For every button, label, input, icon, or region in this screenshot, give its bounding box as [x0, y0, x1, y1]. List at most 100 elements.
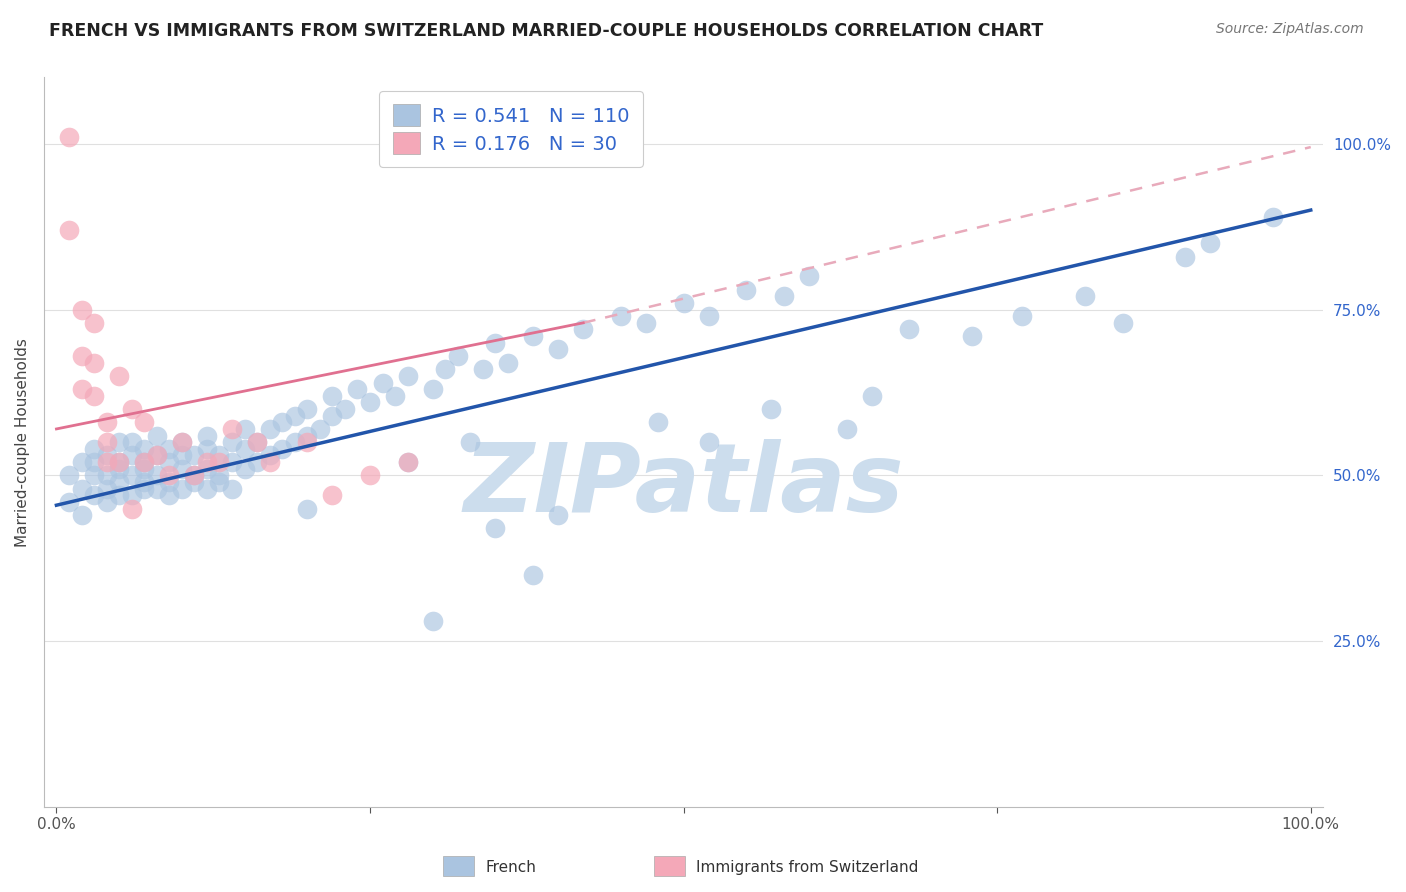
Point	[233, 422, 256, 436]
Point	[195, 482, 218, 496]
Point	[860, 389, 883, 403]
Point	[70, 508, 93, 523]
Point	[271, 442, 294, 456]
Point	[960, 329, 983, 343]
Point	[70, 302, 93, 317]
Point	[195, 461, 218, 475]
Point	[246, 435, 269, 450]
Point	[83, 316, 105, 330]
Point	[221, 482, 243, 496]
Text: Source: ZipAtlas.com: Source: ZipAtlas.com	[1216, 22, 1364, 37]
Point	[208, 455, 231, 469]
Point	[547, 343, 569, 357]
Point	[70, 382, 93, 396]
Point	[83, 488, 105, 502]
Point	[146, 449, 169, 463]
Point	[697, 435, 720, 450]
Point	[233, 442, 256, 456]
Point	[108, 368, 131, 383]
Point	[1199, 236, 1222, 251]
Point	[447, 349, 470, 363]
Point	[761, 402, 783, 417]
Point	[208, 468, 231, 483]
Point	[58, 223, 80, 237]
Point	[797, 269, 820, 284]
Point	[773, 289, 796, 303]
Point	[371, 376, 394, 390]
Point	[346, 382, 368, 396]
Point	[108, 435, 131, 450]
Point	[572, 322, 595, 336]
Point	[333, 402, 356, 417]
Point	[183, 449, 205, 463]
Point	[134, 475, 156, 489]
Point	[208, 449, 231, 463]
Point	[170, 435, 193, 450]
Point	[157, 442, 180, 456]
Point	[321, 488, 343, 502]
Point	[121, 449, 143, 463]
Point	[1261, 210, 1284, 224]
Text: French: French	[485, 861, 536, 875]
Point	[108, 455, 131, 469]
Point	[484, 335, 506, 350]
Point	[96, 495, 118, 509]
Point	[157, 475, 180, 489]
Point	[58, 468, 80, 483]
Point	[297, 428, 319, 442]
Point	[83, 442, 105, 456]
Legend: R = 0.541   N = 110, R = 0.176   N = 30: R = 0.541 N = 110, R = 0.176 N = 30	[380, 91, 643, 167]
Point	[835, 422, 858, 436]
Point	[1174, 250, 1197, 264]
Point	[259, 449, 281, 463]
Point	[96, 435, 118, 450]
Point	[522, 567, 544, 582]
Point	[195, 455, 218, 469]
Point	[121, 468, 143, 483]
Point	[96, 415, 118, 429]
Point	[359, 395, 381, 409]
Point	[284, 435, 307, 450]
Point	[496, 356, 519, 370]
Point	[183, 468, 205, 483]
Point	[70, 482, 93, 496]
Point	[484, 521, 506, 535]
Y-axis label: Married-couple Households: Married-couple Households	[15, 338, 30, 547]
Point	[898, 322, 921, 336]
Point	[96, 449, 118, 463]
Point	[108, 488, 131, 502]
Point	[246, 455, 269, 469]
Point	[610, 309, 633, 323]
Point	[183, 475, 205, 489]
Point	[146, 482, 169, 496]
Text: ZIPatlas: ZIPatlas	[463, 440, 904, 533]
Point	[284, 409, 307, 423]
Point	[121, 501, 143, 516]
Point	[547, 508, 569, 523]
Point	[308, 422, 330, 436]
Point	[221, 422, 243, 436]
Point	[108, 455, 131, 469]
Point	[70, 455, 93, 469]
Point	[297, 402, 319, 417]
Point	[83, 356, 105, 370]
Point	[422, 382, 444, 396]
Point	[221, 435, 243, 450]
Point	[170, 461, 193, 475]
Point	[321, 409, 343, 423]
Point	[647, 415, 669, 429]
Point	[157, 488, 180, 502]
Point	[157, 455, 180, 469]
Point	[208, 475, 231, 489]
Point	[384, 389, 406, 403]
Point	[146, 468, 169, 483]
Point	[259, 455, 281, 469]
Text: Immigrants from Switzerland: Immigrants from Switzerland	[696, 861, 918, 875]
Point	[146, 449, 169, 463]
Point	[83, 389, 105, 403]
Point	[321, 389, 343, 403]
Point	[108, 475, 131, 489]
Point	[157, 468, 180, 483]
Point	[121, 435, 143, 450]
Point	[735, 283, 758, 297]
